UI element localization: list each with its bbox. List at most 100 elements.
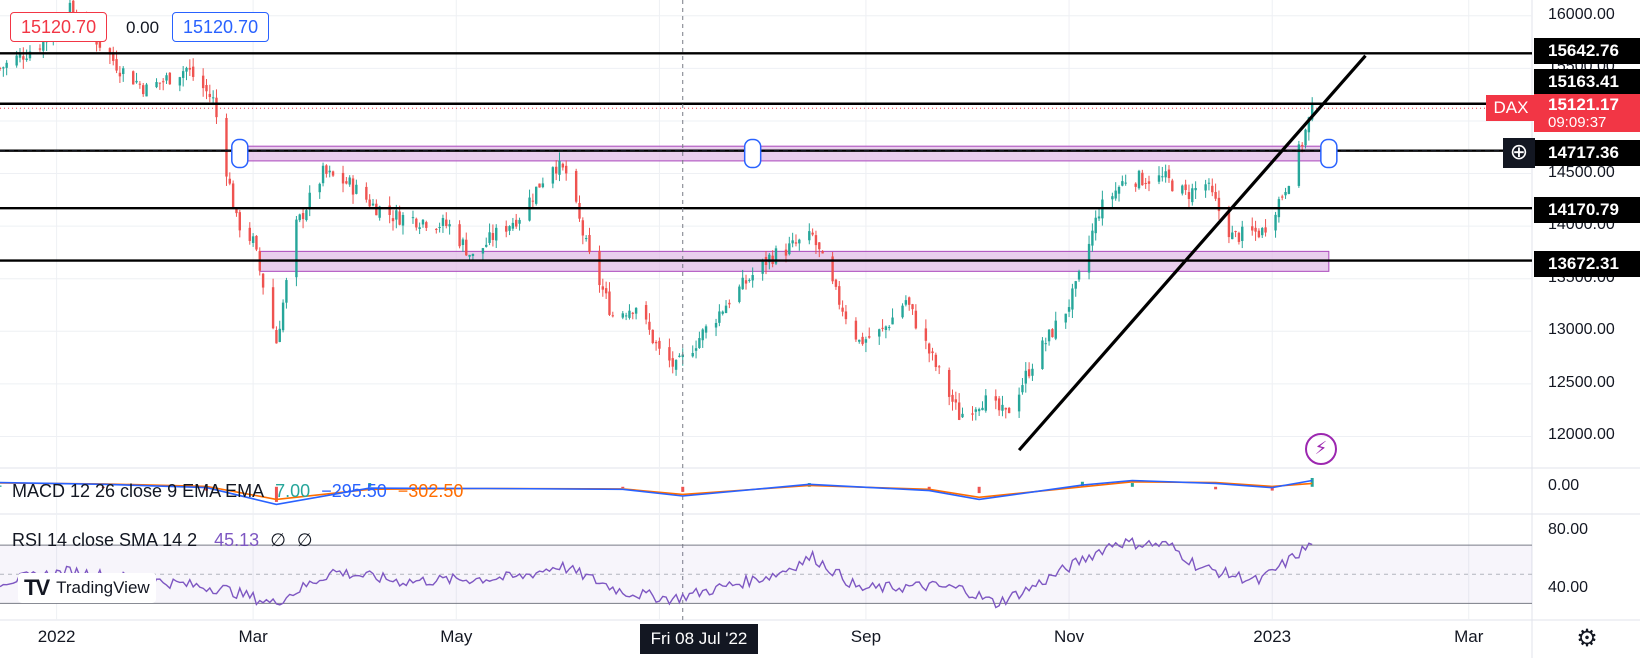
candle-body xyxy=(98,41,102,48)
candle-body xyxy=(628,310,631,318)
candle-body xyxy=(668,347,671,361)
level-tag-4[interactable]: 14170.79 xyxy=(1534,197,1640,223)
candle-body xyxy=(321,165,325,184)
candle-body xyxy=(868,336,871,338)
candle-body xyxy=(584,238,588,240)
candle-body xyxy=(551,167,555,184)
candle-body xyxy=(1157,175,1161,182)
candle-body xyxy=(1164,171,1167,178)
candle-body xyxy=(724,305,728,314)
candle-body xyxy=(1024,370,1027,384)
level-tag-1[interactable]: 15642.76 xyxy=(1534,38,1640,64)
candle-body xyxy=(508,226,511,231)
candle-body xyxy=(238,212,241,231)
candle-body xyxy=(228,178,231,184)
candle-body xyxy=(301,213,305,220)
x-tick-label: 2022 xyxy=(37,627,76,646)
level-tag-2[interactable]: 15163.41 xyxy=(1534,69,1640,95)
candle-body xyxy=(388,205,391,215)
x-tick-label: Mar xyxy=(238,627,268,646)
rsi-tick-label: 40.00 xyxy=(1548,578,1589,596)
candle-body xyxy=(1147,181,1151,184)
y-tick-label: 13000.00 xyxy=(1548,321,1615,339)
candle-body xyxy=(1194,188,1197,191)
candle-body xyxy=(255,235,258,250)
candle-body xyxy=(891,317,894,325)
support-trendline[interactable] xyxy=(1017,54,1367,452)
candle-body xyxy=(1211,185,1214,193)
candle-body xyxy=(495,227,498,241)
candle-body xyxy=(671,358,674,367)
candle-body xyxy=(251,236,255,243)
candle-body xyxy=(947,369,951,397)
macd-legend[interactable]: MACD 12 26 close 9 EMA EMA 7.00 −295.50 … xyxy=(12,481,469,502)
candle-body xyxy=(411,217,415,219)
candle-body xyxy=(181,71,185,78)
candle-body xyxy=(608,291,611,315)
candle-body xyxy=(235,208,238,214)
candle-body xyxy=(458,224,461,247)
candle-body xyxy=(491,233,495,240)
candle-body xyxy=(345,181,348,184)
candle-body xyxy=(561,163,565,168)
candle-body xyxy=(285,280,288,303)
candle-body xyxy=(122,68,125,75)
candle-body xyxy=(415,218,418,228)
candle-body xyxy=(808,231,811,241)
candle-body xyxy=(541,183,545,188)
candle-body xyxy=(651,329,654,344)
drawing-handle[interactable] xyxy=(743,138,762,169)
candle-body xyxy=(471,253,475,257)
level-tag-5[interactable]: 13672.31 xyxy=(1534,251,1640,277)
drawing-handle[interactable] xyxy=(1320,138,1338,169)
candle-body xyxy=(748,279,751,281)
candle-body xyxy=(328,170,331,173)
sell-price-box[interactable]: 15120.70 xyxy=(10,12,108,42)
lightning-icon[interactable]: ⚡ xyxy=(1305,433,1337,465)
candle-body xyxy=(1137,170,1141,189)
candle-body xyxy=(558,160,561,175)
candle-body xyxy=(445,219,448,226)
rsi-value: 45.13 xyxy=(214,530,260,550)
candle-body xyxy=(588,235,591,253)
drawing-handle[interactable] xyxy=(231,138,249,169)
plus-circle-icon[interactable]: ⊕ xyxy=(1503,138,1535,168)
buy-price-box[interactable]: 15120.70 xyxy=(172,12,270,42)
candle-body xyxy=(1184,184,1187,191)
candle-body xyxy=(115,59,118,71)
candle-body xyxy=(138,83,142,85)
candle-body xyxy=(1231,232,1234,240)
candles[interactable] xyxy=(0,0,1314,421)
candle-body xyxy=(325,165,328,174)
candle-body xyxy=(788,243,791,255)
candle-body xyxy=(834,279,838,287)
candle-body xyxy=(888,326,891,328)
candle-body xyxy=(738,286,741,302)
candle-body xyxy=(1234,231,1237,233)
candle-body xyxy=(531,200,535,202)
candle-body xyxy=(1031,368,1034,376)
candle-body xyxy=(831,256,834,282)
candle-body xyxy=(375,203,378,216)
candle-body xyxy=(1064,313,1067,323)
candle-body xyxy=(701,329,704,341)
resistance-zone[interactable] xyxy=(239,145,1330,162)
candle-body xyxy=(714,322,718,328)
candle-body xyxy=(425,222,428,228)
candle-body xyxy=(601,286,605,290)
candle-body xyxy=(1161,176,1164,178)
candle-body xyxy=(391,218,395,222)
gear-icon[interactable]: ⚙ xyxy=(1576,624,1598,652)
level-tag-3[interactable]: 14717.36 xyxy=(1534,140,1640,166)
candle-body xyxy=(485,244,488,247)
tradingview-logo[interactable]: TV TradingView xyxy=(18,573,156,603)
candle-body xyxy=(211,97,215,99)
y-tick-label: 14500.00 xyxy=(1548,163,1615,181)
candle-body xyxy=(1054,320,1057,339)
candle-body xyxy=(38,48,42,50)
candle-body xyxy=(741,277,744,290)
rsi-legend[interactable]: RSI 14 close SMA 14 2 45.13 ∅ ∅ xyxy=(12,530,319,551)
candle-body xyxy=(1021,385,1024,393)
candle-body xyxy=(535,186,538,204)
